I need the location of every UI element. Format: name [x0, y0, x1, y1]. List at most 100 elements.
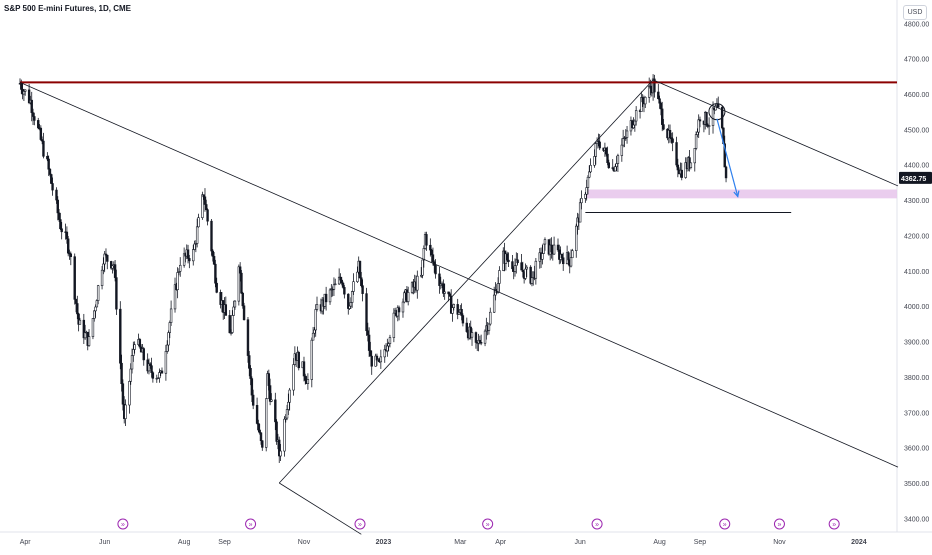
candle-body — [132, 349, 135, 356]
candle-body — [580, 198, 583, 204]
candle-body — [698, 119, 702, 122]
candle-body — [94, 306, 97, 312]
price-tick-label: 3500.00 — [904, 481, 929, 488]
candle-body — [46, 155, 49, 160]
candle-body — [507, 259, 510, 262]
candle-body — [251, 394, 255, 406]
price-tick-label: 3900.00 — [904, 340, 929, 347]
candle-body — [584, 193, 587, 199]
candle-body — [386, 345, 389, 352]
candle-body — [605, 147, 608, 155]
candle-body — [156, 377, 160, 379]
candle-body — [597, 140, 600, 143]
event-marker-icon[interactable] — [482, 518, 494, 530]
candle-body — [205, 204, 208, 211]
candle-body — [631, 120, 634, 129]
candle-body — [680, 169, 683, 178]
support-zone — [585, 189, 897, 199]
candle-body — [578, 202, 582, 223]
candle-body — [448, 293, 452, 297]
candle-body — [479, 342, 483, 344]
candle-body — [242, 305, 246, 321]
candle-body — [313, 329, 316, 334]
event-marker-icon[interactable] — [828, 518, 840, 530]
candle-body — [567, 252, 570, 261]
event-arrow-glyph: » — [486, 522, 490, 529]
candle-body — [47, 158, 50, 170]
candle-body — [237, 266, 241, 302]
event-marker-icon[interactable] — [591, 518, 603, 530]
candle-body — [76, 303, 79, 315]
candle-body — [250, 378, 254, 396]
candle-body — [255, 404, 259, 424]
candle-body — [168, 322, 172, 333]
candle-body — [328, 289, 332, 303]
event-marker-icon[interactable] — [245, 518, 257, 530]
candle-body — [348, 305, 351, 309]
candle-body — [525, 266, 528, 270]
candle-body — [341, 282, 345, 288]
candle-body — [215, 282, 218, 293]
trendline[interactable] — [19, 81, 899, 468]
candle-body — [496, 283, 500, 293]
candle-body — [37, 120, 40, 129]
candle-body — [569, 257, 573, 267]
candle-body — [297, 352, 300, 369]
candle-body — [310, 339, 313, 380]
candle-body — [285, 409, 289, 419]
currency-badge[interactable]: USD — [903, 5, 927, 20]
candle-body — [210, 220, 213, 252]
event-arrow-glyph: » — [778, 522, 782, 529]
price-tick-label: 4800.00 — [904, 21, 929, 28]
candle-body — [167, 332, 170, 346]
event-marker-icon[interactable] — [773, 518, 785, 530]
candle-body — [119, 308, 122, 364]
candle-body — [585, 187, 588, 195]
candle-body — [274, 399, 277, 423]
candle-body — [340, 279, 343, 284]
candle-body — [102, 263, 105, 271]
candle-body — [142, 348, 145, 361]
time-tick-label: Jun — [574, 539, 585, 546]
candle-body — [717, 103, 720, 108]
candle-body — [434, 265, 437, 275]
candle-body — [647, 85, 651, 98]
candle-body — [552, 244, 556, 255]
candle-body — [87, 336, 91, 346]
candle-body — [240, 272, 243, 294]
candle-body — [259, 432, 263, 442]
candle-body — [302, 361, 306, 377]
candle-body — [59, 219, 62, 230]
candle-body — [202, 194, 205, 198]
candle-body — [625, 130, 629, 138]
trendline[interactable] — [279, 482, 362, 535]
candle-body — [438, 273, 441, 286]
trendline[interactable] — [278, 79, 654, 484]
candle-body — [100, 269, 104, 286]
candle-body — [214, 263, 217, 284]
candle-body — [387, 343, 390, 347]
candle-body — [534, 260, 538, 279]
time-tick-label: Apr — [20, 539, 32, 546]
candle-body — [451, 307, 454, 314]
event-marker-icon[interactable] — [354, 518, 366, 530]
candle-body — [593, 156, 596, 166]
event-marker-icon[interactable] — [117, 518, 129, 530]
candle-body — [632, 124, 635, 129]
candle-body — [659, 102, 663, 110]
candle-body — [248, 355, 251, 369]
event-marker-icon[interactable] — [719, 518, 731, 530]
candle-body — [339, 276, 342, 281]
candle-body — [151, 372, 155, 379]
candle-body — [465, 322, 469, 332]
event-arrow-glyph: » — [121, 522, 125, 529]
candle-body — [460, 308, 463, 316]
candle-body — [304, 375, 307, 381]
projection-arrow[interactable] — [716, 118, 739, 197]
candle-body — [358, 260, 362, 279]
candle-body — [369, 350, 372, 357]
trendline[interactable] — [652, 79, 899, 187]
candle-body — [594, 143, 597, 157]
